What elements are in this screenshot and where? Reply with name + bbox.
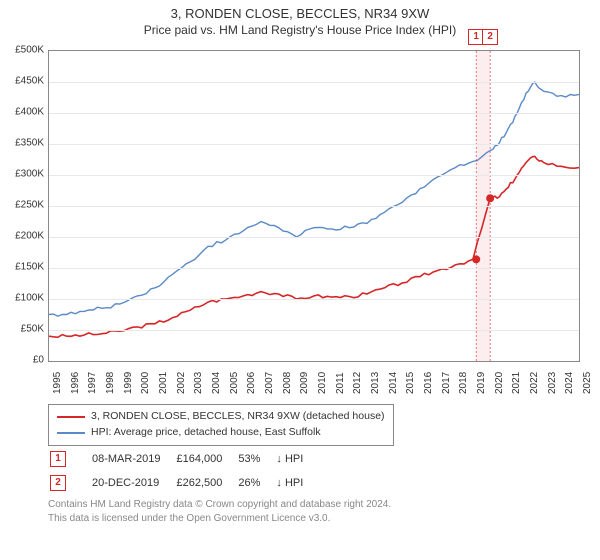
- x-tick-label: 2020: [494, 372, 505, 394]
- y-tick-label: £250K: [4, 200, 44, 211]
- x-tick-label: 2001: [158, 372, 169, 394]
- gridline-h: [49, 144, 579, 145]
- x-tick-label: 1999: [123, 372, 134, 394]
- table-row: 2 20-DEC-2019£262,50026%↓ HPI: [50, 472, 317, 494]
- x-tick-label: 2015: [405, 372, 416, 394]
- x-tick-label: 2024: [564, 372, 575, 394]
- gridline-h: [49, 175, 579, 176]
- x-tick-label: 2005: [229, 372, 240, 394]
- x-tick-label: 2022: [529, 372, 540, 394]
- x-tick-label: 2025: [582, 372, 593, 394]
- x-tick-label: 2019: [476, 372, 487, 394]
- x-tick-label: 2023: [547, 372, 558, 394]
- sale-vs-hpi: ↓ HPI: [276, 448, 317, 470]
- x-tick-label: 2021: [511, 372, 522, 394]
- x-tick-label: 2000: [140, 372, 151, 394]
- legend-swatch: [57, 432, 85, 434]
- series-hpi: [49, 82, 579, 316]
- x-tick-label: 2018: [458, 372, 469, 394]
- y-tick-label: £350K: [4, 138, 44, 149]
- y-tick-label: £50K: [4, 324, 44, 335]
- legend-item: HPI: Average price, detached house, East…: [57, 425, 385, 441]
- x-tick-label: 2011: [335, 372, 346, 394]
- footer-line-1: Contains HM Land Registry data © Crown c…: [48, 498, 391, 512]
- x-tick-label: 2003: [193, 372, 204, 394]
- x-tick-label: 1995: [52, 372, 63, 394]
- x-tick-label: 1997: [87, 372, 98, 394]
- gridline-h: [49, 237, 579, 238]
- sale-pct: 26%: [238, 472, 274, 494]
- x-tick-label: 2002: [176, 372, 187, 394]
- gridline-h: [49, 330, 579, 331]
- y-tick-label: £100K: [4, 293, 44, 304]
- gridline-h: [49, 268, 579, 269]
- x-tick-label: 2014: [388, 372, 399, 394]
- y-tick-label: £400K: [4, 107, 44, 118]
- sale-date: 20-DEC-2019: [92, 472, 174, 494]
- page-subtitle: Price paid vs. HM Land Registry's House …: [0, 21, 600, 41]
- legend: 3, RONDEN CLOSE, BECCLES, NR34 9XW (deta…: [48, 404, 394, 446]
- sale-pct: 53%: [238, 448, 274, 470]
- footer-line-2: This data is licensed under the Open Gov…: [48, 512, 391, 526]
- legend-swatch: [57, 416, 85, 418]
- x-tick-label: 1998: [105, 372, 116, 394]
- legend-label: HPI: Average price, detached house, East…: [91, 425, 321, 441]
- page-title: 3, RONDEN CLOSE, BECCLES, NR34 9XW: [0, 0, 600, 21]
- gridline-h: [49, 206, 579, 207]
- sale-date: 08-MAR-2019: [92, 448, 174, 470]
- x-tick-label: 2006: [246, 372, 257, 394]
- sale-vs-hpi: ↓ HPI: [276, 472, 317, 494]
- sale-marker-badge: 2: [50, 475, 66, 491]
- chart-plot-area: 12: [48, 50, 580, 362]
- footer-attribution: Contains HM Land Registry data © Crown c…: [48, 498, 391, 525]
- legend-label: 3, RONDEN CLOSE, BECCLES, NR34 9XW (deta…: [91, 409, 385, 425]
- gridline-h: [49, 82, 579, 83]
- x-tick-label: 2012: [352, 372, 363, 394]
- y-tick-label: £300K: [4, 169, 44, 180]
- x-tick-label: 2009: [299, 372, 310, 394]
- callout-marker: 2: [482, 29, 498, 45]
- y-tick-label: £0: [4, 355, 44, 366]
- sale-marker-badge: 1: [50, 451, 66, 467]
- sale-price: £164,000: [176, 448, 236, 470]
- table-row: 1 08-MAR-2019£164,00053%↓ HPI: [50, 448, 317, 470]
- x-tick-label: 2010: [317, 372, 328, 394]
- x-tick-label: 2007: [264, 372, 275, 394]
- y-tick-label: £500K: [4, 45, 44, 56]
- gridline-h: [49, 299, 579, 300]
- y-tick-label: £150K: [4, 262, 44, 273]
- x-tick-label: 1996: [70, 372, 81, 394]
- sale-price: £262,500: [176, 472, 236, 494]
- gridline-h: [49, 113, 579, 114]
- x-tick-label: 2004: [211, 372, 222, 394]
- x-tick-label: 2013: [370, 372, 381, 394]
- series-price_paid: [49, 156, 579, 337]
- sales-table: 1 08-MAR-2019£164,00053%↓ HPI 2 20-DEC-2019…: [48, 446, 319, 496]
- legend-item: 3, RONDEN CLOSE, BECCLES, NR34 9XW (deta…: [57, 409, 385, 425]
- x-tick-label: 2008: [282, 372, 293, 394]
- y-tick-label: £450K: [4, 76, 44, 87]
- y-tick-label: £200K: [4, 231, 44, 242]
- x-tick-label: 2016: [423, 372, 434, 394]
- x-tick-label: 2017: [441, 372, 452, 394]
